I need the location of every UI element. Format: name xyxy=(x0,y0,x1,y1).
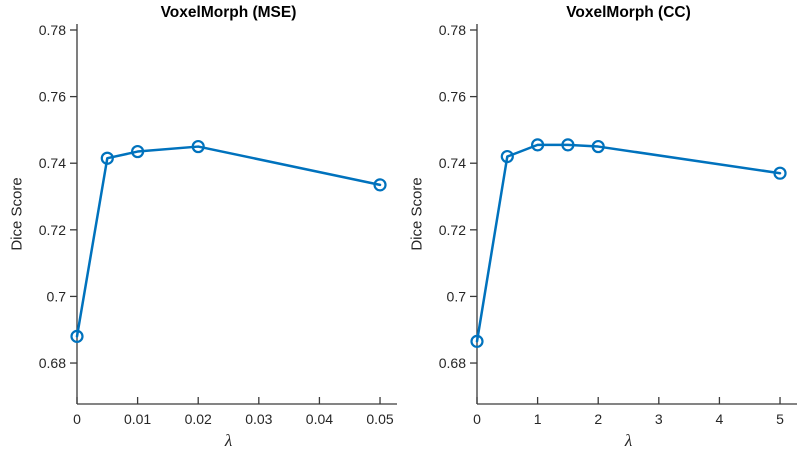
x-tick-label: 0.03 xyxy=(245,411,272,427)
x-tick-label: 0.01 xyxy=(124,411,151,427)
y-tick-label: 0.72 xyxy=(439,222,466,238)
chart-panel-mse: VoxelMorph (MSE) Dice Score 0 0.01 0.02 0.0… xyxy=(0,0,399,462)
chart-title-mse: VoxelMorph (MSE) xyxy=(160,4,297,21)
x-tick-label: 5 xyxy=(776,411,784,427)
data-point-marker xyxy=(470,334,484,348)
y-tick-label: 0.72 xyxy=(39,222,66,238)
x-tick-label: 0 xyxy=(473,411,481,427)
y-tick-label: 0.7 xyxy=(47,288,67,304)
data-point-marker xyxy=(100,151,114,165)
chart-panel-cc: VoxelMorph (CC) Dice Score 0 1 2 3 4 5 0.68 0.7… xyxy=(400,0,799,462)
y-tick-label: 0.78 xyxy=(39,22,66,38)
data-point-marker xyxy=(561,138,575,152)
x-axis-title-lambda: λ xyxy=(224,431,233,450)
data-point-marker xyxy=(531,138,545,152)
data-line xyxy=(75,145,382,338)
x-tick-label: 0.04 xyxy=(306,411,333,427)
plot-area-mse: 0 0.01 0.02 0.03 0.04 0.05 0.68 0.7 0.72 0.74 0.76… xyxy=(39,22,397,427)
x-tick-label: 0.05 xyxy=(366,411,393,427)
x-tick-label: 0.02 xyxy=(185,411,212,427)
y-tick-label: 0.74 xyxy=(439,155,466,171)
y-tick-label: 0.76 xyxy=(39,89,66,105)
y-tick-label: 0.78 xyxy=(439,22,466,38)
y-tick-label: 0.76 xyxy=(439,89,466,105)
data-point-marker xyxy=(191,139,205,154)
y-tick-label: 0.68 xyxy=(39,355,66,371)
x-axis-title-lambda: λ xyxy=(624,431,633,450)
data-point-marker xyxy=(373,178,387,192)
y-tick-label: 0.74 xyxy=(39,155,66,171)
chart-title-cc: VoxelMorph (CC) xyxy=(566,4,691,21)
y-tick-label: 0.7 xyxy=(447,288,467,304)
y-tick-label: 0.68 xyxy=(439,355,466,371)
data-line xyxy=(475,143,782,343)
data-point-marker xyxy=(591,139,605,154)
x-tick-label: 2 xyxy=(594,411,602,427)
x-tick-label: 4 xyxy=(716,411,724,427)
x-tick-label: 1 xyxy=(534,411,542,427)
x-tick-label: 0 xyxy=(73,411,81,427)
data-point-marker xyxy=(500,149,514,164)
plot-area-cc: 0 1 2 3 4 5 0.68 0.7 0.72 0.74 0.76 0.78 xyxy=(439,22,797,427)
data-point-marker xyxy=(70,329,84,343)
x-tick-label: 3 xyxy=(655,411,663,427)
data-point-marker xyxy=(131,144,145,159)
data-point-marker xyxy=(773,166,787,180)
